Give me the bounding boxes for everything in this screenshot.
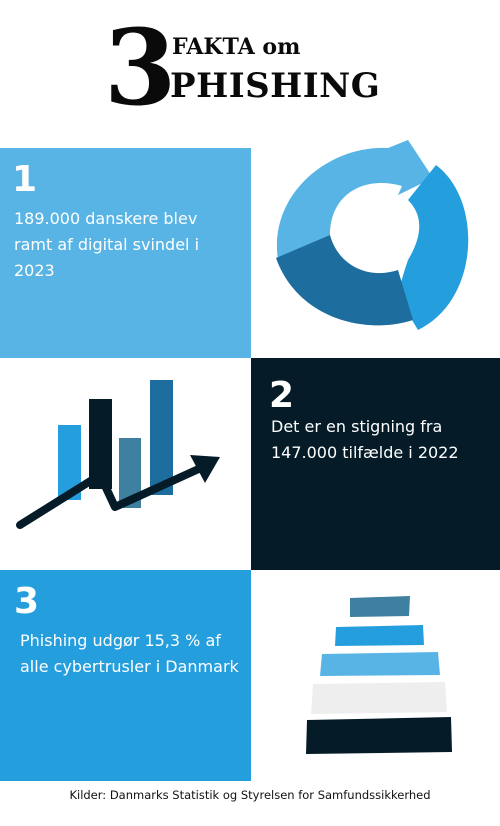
fact-number-3: 3: [14, 581, 40, 622]
fact-number-2: 2: [269, 375, 295, 416]
bar-chart-growth-icon: [16, 380, 220, 529]
header: 3 FAKTA om PHISHING: [0, 0, 500, 148]
source-note: Kilder: Danmarks Statistik og Styrelsen …: [69, 788, 431, 802]
header-title: PHISHING: [170, 66, 381, 106]
stacked-bars-icon: [306, 596, 452, 754]
fact-card-2: 2 Det er en stigning fra 147.000 tilfæld…: [251, 358, 500, 570]
fact-text-1: 189.000 danskere blev ramt af digital sv…: [14, 209, 200, 280]
fact-card-3: 3 Phishing udgør 15,3 % af alle cybertru…: [0, 570, 251, 781]
fact-card-1: 1 189.000 danskere blev ramt af digital …: [0, 148, 251, 358]
fact-text-2: Det er en stigning fra 147.000 tilfælde …: [271, 417, 459, 462]
header-number: 3: [104, 6, 177, 129]
cycle-arrows-icon: [276, 140, 469, 330]
fact-number-1: 1: [12, 159, 38, 200]
header-subtitle: FAKTA om: [172, 34, 301, 60]
fact-text-3: Phishing udgør 15,3 % af alle cybertrusl…: [20, 631, 239, 676]
